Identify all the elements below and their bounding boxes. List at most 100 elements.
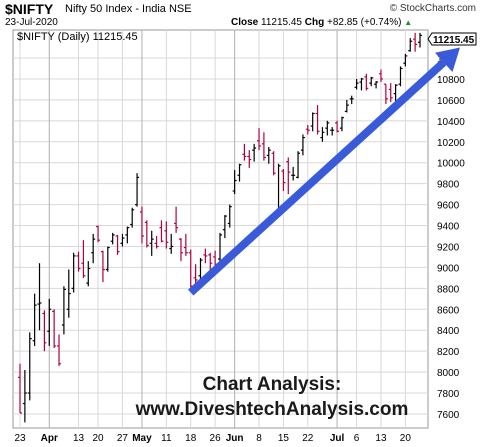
last-value-text: 11215.45 [433,35,475,46]
watermark-line-2: www.DiveshtechAnalysis.com [135,399,409,420]
ohlc-bar [37,263,42,331]
ohlc-bar [252,143,257,162]
x-tick-label: 26 [210,433,222,444]
plot-frame [12,29,429,429]
x-tick-label: 13 [375,433,387,444]
index-name: Nifty 50 Index - India NSE [65,3,192,15]
y-tick-label: 10600 [437,96,465,107]
x-tick-label: 15 [278,433,290,444]
ohlc-bar [281,168,286,191]
ohlc-bar [339,116,344,132]
ohlc-bar [320,127,325,142]
ohlc-bar [393,84,398,101]
x-tick-label: 23 [14,433,26,444]
ohlc-bar [276,163,281,212]
x-tick-label: 22 [302,433,314,444]
x-tick-label: 8 [256,433,262,444]
grid-lines [13,30,428,428]
y-tick-label: 8600 [437,305,460,316]
ohlc-bar [227,204,232,228]
y-tick-label: 9400 [437,222,460,233]
ohlc-bar [300,134,305,156]
exchange-label: NSE [168,3,192,15]
ohlc-bar [208,252,213,271]
chg-label: Chg [304,17,325,28]
ohlc-bar [135,173,140,207]
ohlc-bar [369,76,374,87]
ohlc-bar [296,151,301,179]
ohlc-bar [271,151,276,176]
ohlc-bar [144,220,149,248]
chart-header: $NIFTY Nifty 50 Index - India NSE 23-Jul… [0,0,480,30]
x-tick-label: 18 [185,433,197,444]
quote-date: 23-Jul-2020 [5,17,58,28]
stockcharts-brand[interactable]: © StockCharts.com [389,3,476,14]
trend-arrow-shaft [188,59,447,296]
ohlc-bar [408,38,413,52]
watermark: Chart Analysis: www.DiveshtechAnalysis.c… [135,374,409,420]
ohlc-bar [130,207,135,228]
x-tick-label: 11 [161,433,172,444]
ohlc-bar [32,293,37,346]
ohlc-bar [335,120,340,133]
x-tick-label: Jun [226,433,244,444]
trend-arrow [188,47,460,296]
y-tick-label: 8400 [437,326,460,337]
ohlc-bar [257,128,262,151]
y-tick-label: 9800 [437,180,460,191]
y-tick-label: 8000 [437,368,460,379]
ohlc-bar [61,286,66,335]
ohlc-bar [383,83,388,105]
x-axis-labels: 23 Apr 13 20 27 May 11 18 26 Jun 8 15 22 Jul 6 13 20 [14,433,411,444]
ohlc-bar [125,226,130,244]
ohlc-bar [42,310,47,352]
ohlc-bar [413,32,418,52]
ohlc-bar [222,215,227,239]
ohlc-bar [120,233,125,247]
x-tick-label: May [132,433,152,444]
ohlc-bar [310,112,315,132]
ohlc-bar [110,232,115,245]
ohlc-bar [349,95,354,105]
ohlc-bar [27,332,32,401]
y-tick-label: 10000 [437,159,465,170]
up-arrow-icon: ▲ [404,18,413,27]
ohlc-bar [57,334,62,366]
ohlc-bar [203,248,208,264]
ohlc-bar [403,53,408,67]
ohlc-bar [154,236,159,249]
ohlc-bar [232,170,237,195]
ohlc-bar [115,234,120,255]
ohlc-bar [96,225,101,243]
ohlc-bar [174,206,179,233]
ohlc-bar [76,251,81,272]
last-value-label: 11215.45 [427,32,477,46]
ohlc-bar [188,249,193,288]
y-tick-label: 10400 [437,117,465,128]
ohlc-bar [169,233,174,254]
price-bars [18,32,422,423]
ohlc-bar [378,69,383,83]
ohlc-bar [364,73,369,91]
legend-text: $NIFTY (Daily) 11215.45 [17,31,138,43]
ticker-symbol: $NIFTY [5,1,54,17]
ohlc-bar [247,150,252,168]
y-axis-labels: 7600 7800 8000 8200 8400 8600 8800 9000 9200 9400… [437,54,465,421]
y-tick-label: 8800 [437,284,460,295]
ohlc-bar [66,269,71,318]
ohlc-bar [291,166,296,181]
ohlc-bar [266,147,271,164]
ohlc-bar [198,257,203,280]
ohlc-bar [330,127,335,136]
ohlc-bar [159,220,164,243]
x-tick-label: 27 [117,433,129,444]
trend-arrow-head [434,47,460,72]
ohlc-bar [286,157,291,195]
ohlc-bar [261,132,266,161]
ohlc-bar [183,233,188,256]
y-tick-label: 7600 [437,410,460,421]
ohlc-bar [22,370,27,423]
quote-summary: Close 11215.45 Chg +82.85 (+0.74%) ▲ [231,17,412,28]
ohlc-bar [81,240,86,278]
